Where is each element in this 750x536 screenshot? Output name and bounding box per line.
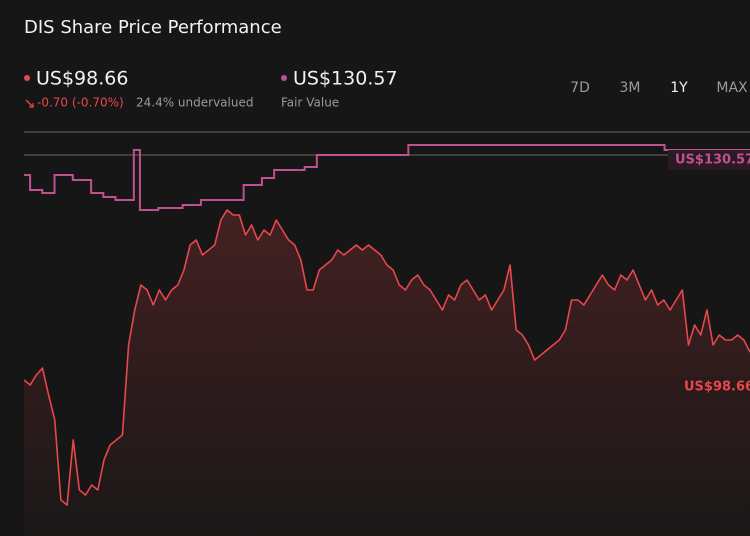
end-labels: US$130.57 US$98.66 xyxy=(668,150,750,398)
fair-value-end-label: US$130.57 xyxy=(675,153,750,168)
price-label: US$98.66 xyxy=(36,68,128,90)
price-line xyxy=(24,209,750,506)
plot-area xyxy=(24,143,750,536)
down-arrow-icon xyxy=(25,99,34,108)
range-button[interactable]: MAX xyxy=(716,80,748,96)
fair-value-label: US$130.57 xyxy=(293,68,398,90)
range-button[interactable]: 1Y xyxy=(670,80,688,96)
legend-label: Fair Value xyxy=(281,96,339,110)
end-label-box xyxy=(678,377,750,398)
price-end-label: US$98.66 xyxy=(684,380,750,395)
end-label-box xyxy=(668,150,750,171)
price-change: -0.70 (-0.70%) xyxy=(37,96,124,110)
range-button[interactable]: 3M xyxy=(620,80,641,96)
price-area xyxy=(24,209,750,536)
chart-title: DIS Share Price Performance xyxy=(24,17,282,38)
range-button[interactable]: 7D xyxy=(570,80,590,96)
range-buttons: 7D 3M 1Y MAX xyxy=(570,80,748,96)
legend-dot xyxy=(281,75,287,81)
legend-dot xyxy=(24,75,30,81)
valuation: 24.4% undervalued xyxy=(136,96,253,110)
fair-value-line xyxy=(24,143,750,211)
